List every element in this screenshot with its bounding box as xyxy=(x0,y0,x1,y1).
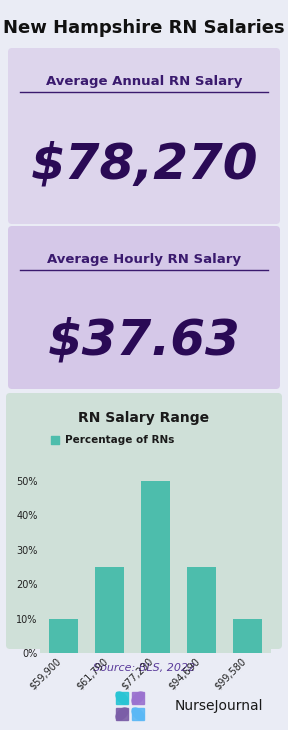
Bar xyxy=(141,480,170,653)
Bar xyxy=(49,619,78,653)
Ellipse shape xyxy=(131,691,145,704)
FancyBboxPatch shape xyxy=(6,393,282,649)
Ellipse shape xyxy=(131,707,145,721)
Text: NurseJournal: NurseJournal xyxy=(175,699,264,713)
Ellipse shape xyxy=(115,691,129,704)
Ellipse shape xyxy=(115,707,129,721)
Polygon shape xyxy=(116,708,128,720)
FancyBboxPatch shape xyxy=(8,48,280,224)
Bar xyxy=(233,619,262,653)
Text: RN Salary Range: RN Salary Range xyxy=(78,411,210,425)
FancyBboxPatch shape xyxy=(8,226,280,389)
Bar xyxy=(95,567,124,653)
Text: Source: BLS, 2022: Source: BLS, 2022 xyxy=(93,663,195,673)
Polygon shape xyxy=(116,692,128,704)
Point xyxy=(53,434,57,446)
Bar xyxy=(187,567,216,653)
Text: New Hampshire RN Salaries: New Hampshire RN Salaries xyxy=(3,19,285,37)
Text: Average Hourly RN Salary: Average Hourly RN Salary xyxy=(47,253,241,266)
Text: $37.63: $37.63 xyxy=(48,316,240,364)
Text: Percentage of RNs: Percentage of RNs xyxy=(65,435,174,445)
Text: Average Annual RN Salary: Average Annual RN Salary xyxy=(46,75,242,88)
Polygon shape xyxy=(132,692,144,704)
Text: $78,270: $78,270 xyxy=(30,141,258,189)
Polygon shape xyxy=(132,708,144,720)
